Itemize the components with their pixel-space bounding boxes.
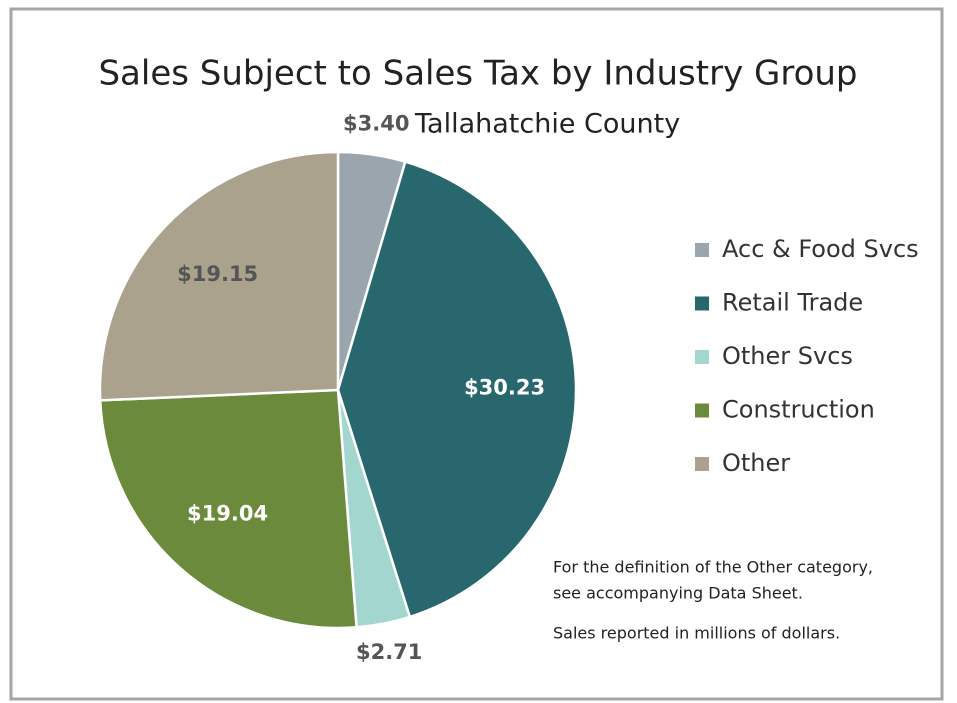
legend-swatch bbox=[695, 243, 709, 257]
data-label: $19.15 bbox=[177, 262, 258, 286]
legend-label: Acc & Food Svcs bbox=[722, 235, 919, 263]
pie-slice bbox=[98, 388, 358, 630]
legend-swatch bbox=[695, 457, 709, 471]
pie-slice bbox=[336, 160, 578, 619]
legend-label: Other Svcs bbox=[722, 342, 853, 370]
data-label: $30.23 bbox=[464, 375, 545, 399]
chart-subtitle: Tallahatchie County bbox=[414, 109, 680, 140]
legend-label: Other bbox=[722, 449, 790, 477]
data-label: $2.71 bbox=[356, 640, 422, 664]
legend-swatch bbox=[695, 296, 709, 311]
legend-label: Construction bbox=[722, 396, 875, 424]
legend-swatch bbox=[695, 403, 709, 418]
note: Sales reported in millions of dollars. bbox=[553, 624, 840, 643]
note: For the definition of the Other category… bbox=[553, 558, 873, 577]
pie-slice bbox=[98, 150, 340, 402]
data-label: $19.04 bbox=[187, 502, 268, 526]
data-label: $3.40 bbox=[343, 112, 409, 136]
note: see accompanying Data Sheet. bbox=[553, 584, 803, 603]
legend-swatch bbox=[695, 350, 709, 364]
chart-title: Sales Subject to Sales Tax by Industry G… bbox=[98, 54, 857, 94]
legend-label: Retail Trade bbox=[722, 289, 863, 317]
